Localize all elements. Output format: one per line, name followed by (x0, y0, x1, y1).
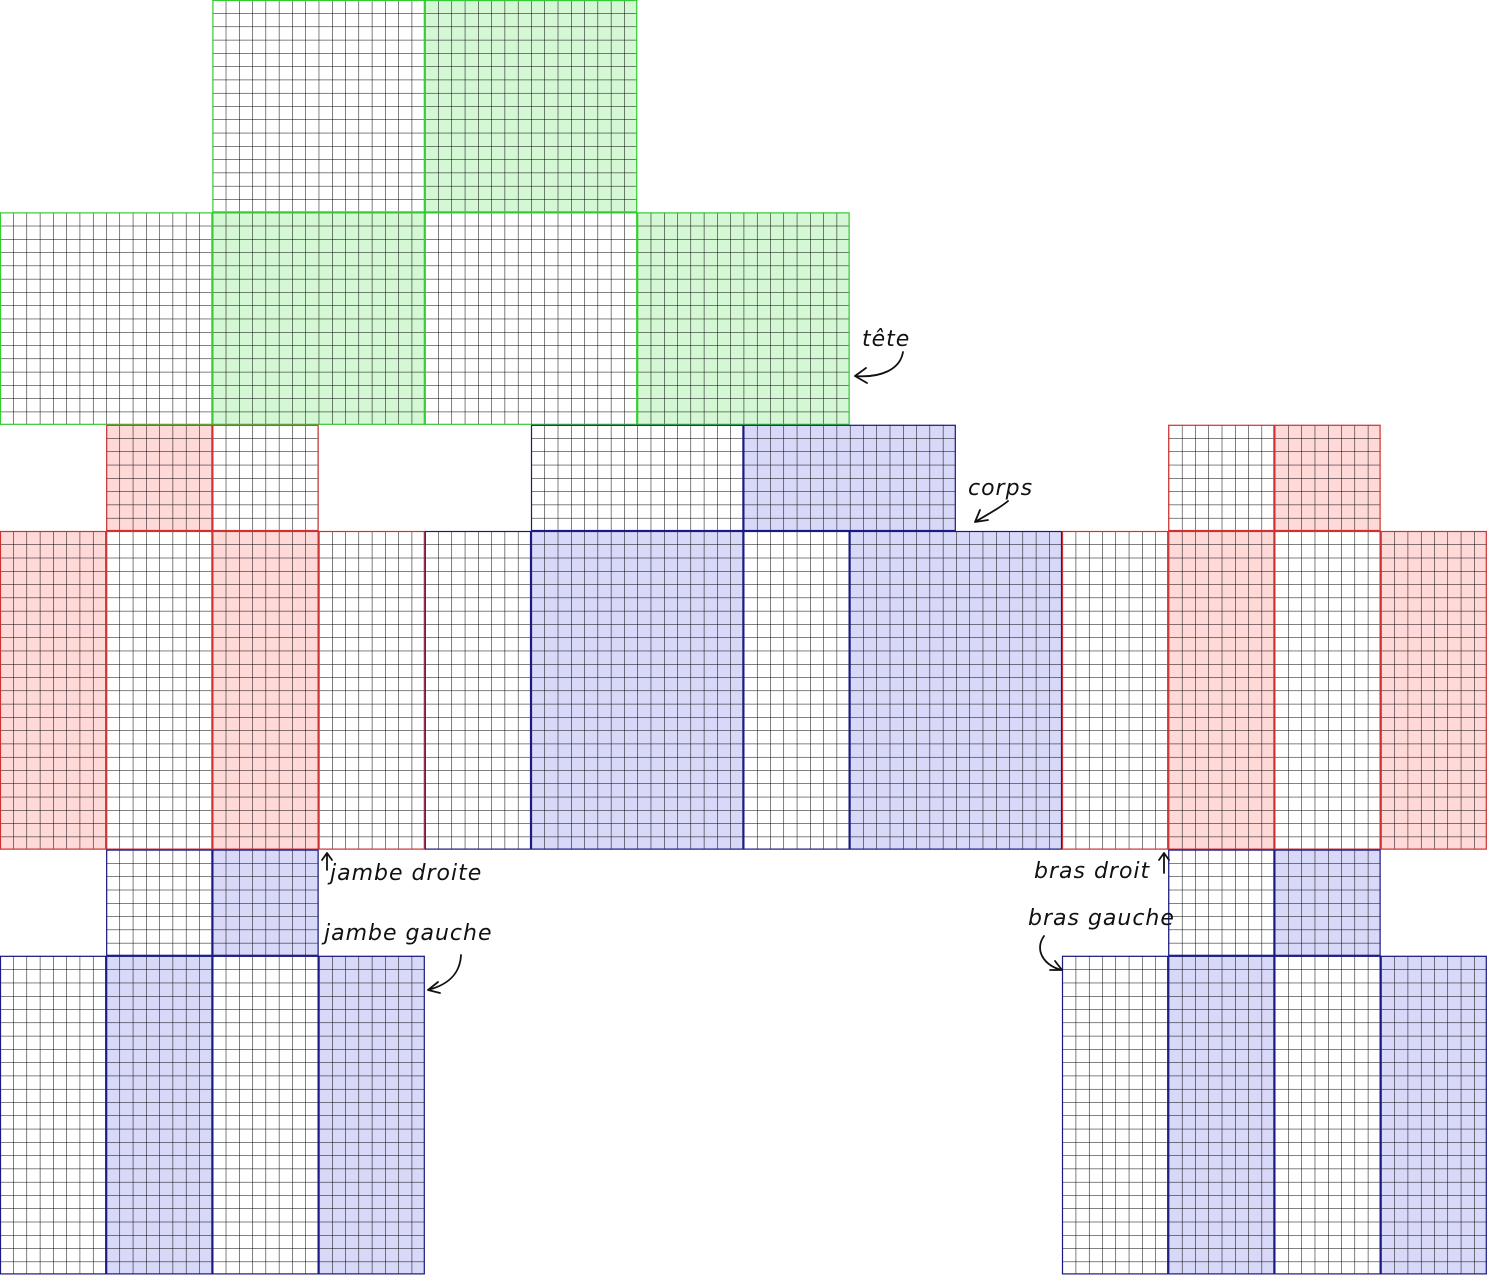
right-leg-bottom-grid (212, 424, 319, 531)
left-arm-left-grid (1274, 955, 1381, 1275)
head-top-border (212, 0, 425, 213)
body-back-grid (849, 531, 1062, 850)
head-right-grid (0, 212, 213, 425)
right-arm-back-grid (1380, 531, 1487, 850)
left-leg-back-grid (318, 955, 425, 1275)
left-leg-top-border (106, 849, 213, 956)
annotation-labels: tête corps jambe droite jambe gauche bra… (321, 327, 1175, 946)
right-leg-top-grid (106, 424, 213, 531)
right-arm-bottom-grid (1274, 424, 1381, 531)
left-arm-back-border (1380, 955, 1487, 1275)
body-right-grid (424, 531, 531, 850)
head-arrow-icon (854, 351, 904, 384)
body-back-border (849, 530, 1063, 850)
head-left-border (424, 212, 638, 425)
right-arm-left-grid (1274, 531, 1381, 850)
right-arm-top-border (1168, 424, 1275, 532)
right-leg-arrow-icon (321, 852, 333, 871)
annotation-arrows (321, 351, 1170, 994)
head-back-grid (637, 212, 850, 425)
body-top-border (530, 424, 744, 532)
body-front-border (530, 530, 744, 850)
left-leg-top-grid (106, 849, 213, 956)
left-leg-left-border (212, 955, 319, 1275)
right-leg-top-border (106, 424, 213, 532)
right-arm-arrow-icon (1158, 852, 1170, 874)
body-right-border (424, 530, 532, 850)
body-bottom-grid (743, 424, 956, 531)
right-leg-left-grid (212, 531, 319, 850)
right-arm-left-border (1274, 530, 1381, 850)
right-leg-right-grid (0, 531, 107, 850)
head-right-border (0, 212, 213, 425)
head-front-grid (212, 212, 425, 425)
head-bottom-grid (424, 0, 638, 213)
left-leg-bottom-border (212, 849, 319, 956)
head-label: tête (862, 327, 910, 352)
left-leg-back-border (318, 955, 425, 1275)
left-leg-right-grid (0, 955, 107, 1275)
left-arm-left-border (1274, 955, 1381, 1275)
right-leg-back-grid (318, 531, 425, 850)
body-top-grid (531, 424, 744, 531)
body-bottom-border (743, 424, 956, 532)
right-arm-bottom-border (1274, 424, 1381, 532)
left-leg-front-grid (106, 955, 213, 1275)
left-leg-left-grid (212, 955, 319, 1275)
right-arm-front-border (1168, 530, 1275, 850)
body-left-grid (743, 531, 850, 850)
left-arm-arrow-icon (1039, 935, 1063, 971)
left-arm-top-border (1168, 849, 1275, 956)
right-arm-back-border (1380, 530, 1487, 850)
left-leg-right-border (0, 955, 107, 1275)
right-leg-front-border (106, 530, 213, 850)
left-leg-front-border (106, 955, 213, 1275)
head-left-grid (424, 212, 638, 425)
left-arm-top-grid (1168, 849, 1275, 956)
left-leg-label: jambe gauche (321, 921, 492, 946)
left-arm-right-grid (1062, 955, 1169, 1275)
left-leg-bottom-grid (212, 849, 319, 956)
right-leg-right-border (0, 530, 107, 850)
body-front-grid (531, 531, 744, 850)
right-leg-left-border (212, 530, 319, 850)
left-arm-front-border (1168, 955, 1275, 1275)
right-arm-top-grid (1168, 424, 1275, 531)
right-leg-bottom-border (212, 424, 319, 532)
right-arm-front-grid (1168, 531, 1275, 850)
body-arrow-icon (974, 500, 1009, 523)
right-leg-label: jambe droite (327, 861, 482, 886)
right-leg-back-border (318, 530, 425, 850)
right-arm-label: bras droit (1034, 859, 1151, 884)
left-arm-label: bras gauche (1028, 906, 1175, 931)
left-arm-front-grid (1168, 955, 1275, 1275)
head-bottom-border (424, 0, 638, 213)
left-arm-bottom-border (1274, 849, 1381, 956)
left-leg-arrow-icon (427, 954, 462, 994)
right-arm-right-grid (1062, 531, 1169, 850)
left-arm-bottom-grid (1274, 849, 1381, 956)
head-front-border (212, 212, 425, 425)
head-back-border (637, 212, 850, 425)
left-arm-right-border (1061, 955, 1169, 1275)
body-left-border (743, 530, 850, 850)
right-leg-front-grid (106, 531, 213, 850)
right-arm-right-border (1061, 530, 1169, 850)
body-label: corps (968, 476, 1033, 501)
head-top-grid (212, 0, 425, 213)
left-arm-back-grid (1380, 955, 1487, 1275)
